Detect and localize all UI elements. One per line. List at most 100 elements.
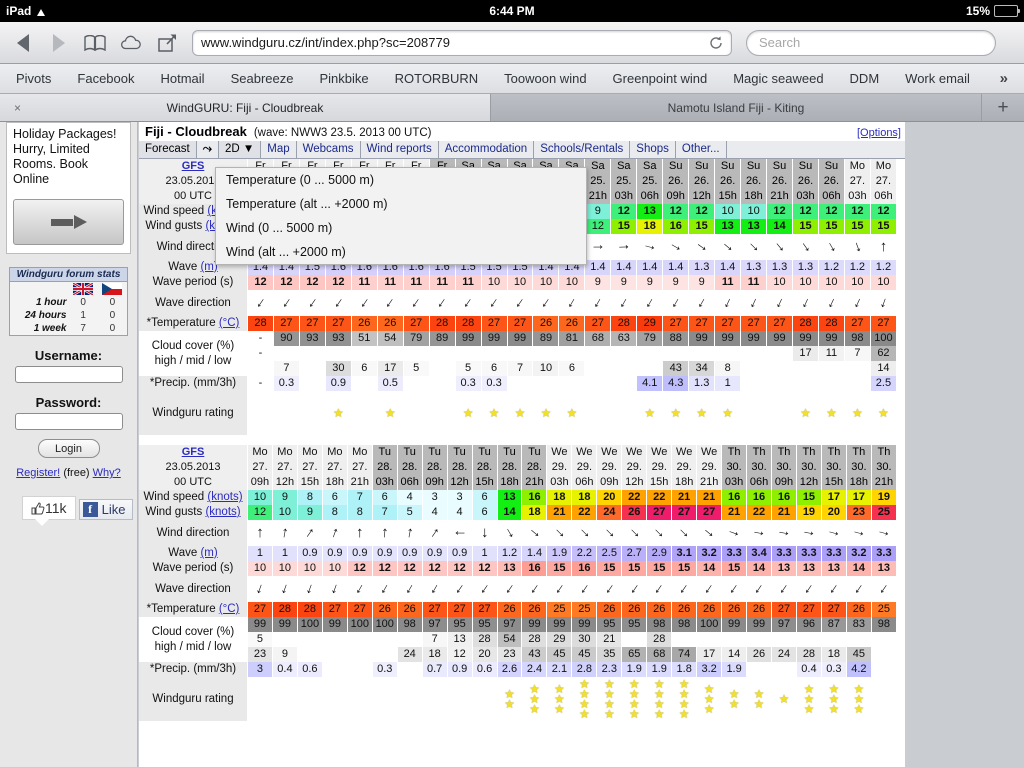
bookmark-seabreeze[interactable]: Seabreeze	[230, 71, 294, 86]
star-icon: ★	[628, 677, 640, 691]
address-bar[interactable]: www.windguru.cz/int/index.php?sc=208779	[192, 29, 732, 56]
battery-percent: 15%	[965, 4, 990, 18]
password-input[interactable]	[14, 413, 123, 430]
wind-direction-arrow-icon: ↑	[501, 580, 518, 599]
menu-item-temperature-0-5000[interactable]: Temperature (0 ... 5000 m)	[226, 173, 374, 187]
tab-other[interactable]: Other...	[676, 141, 727, 158]
reload-icon[interactable]	[709, 35, 723, 50]
wave-direction-cell: ↑	[646, 576, 673, 602]
temperature-cell: 28	[247, 316, 274, 331]
ad-cta-button[interactable]	[13, 199, 124, 245]
model-link[interactable]: GFS	[181, 446, 205, 458]
meters-link[interactable]: (m)	[200, 547, 218, 559]
facebook-like-button[interactable]: f Like	[78, 499, 134, 520]
2d-dropdown-menu[interactable]: Temperature (0 ... 5000 m) Temperature (…	[215, 167, 587, 265]
tab-wind-reports[interactable]: Wind reports	[361, 141, 439, 158]
wind-direction-arrow-icon: ↑	[750, 580, 767, 599]
wind-direction-arrow-icon: ↑	[800, 580, 817, 599]
bookmark-pinkbike[interactable]: Pinkbike	[319, 71, 369, 86]
bookmark-magic-seaweed[interactable]: Magic seaweed	[733, 71, 824, 86]
row-label: Wind gusts (knots)	[139, 505, 248, 520]
search-input[interactable]: Search	[746, 29, 996, 56]
tab-2d-dropdown[interactable]: 2D ▼	[218, 141, 262, 158]
bookmark-toowoon-wind[interactable]: Toowoon wind	[504, 71, 587, 86]
rating-cell: ★	[455, 391, 482, 435]
share-button[interactable]	[156, 32, 178, 54]
tab-shops[interactable]: Shops	[630, 141, 676, 158]
bookmark-ddm[interactable]: DDM	[849, 71, 880, 86]
temperature-cell: 27	[507, 316, 534, 331]
cloud-mid-cell: 28	[521, 632, 548, 647]
cloud-cover-label: Cloud cover (%) high / mid / low	[151, 625, 235, 653]
forum-stats-title: Windguru forum stats	[10, 268, 127, 282]
why-link[interactable]: Why?	[92, 467, 121, 479]
tab-windguru[interactable]: × WindGURU: Fiji - Cloudbreak	[0, 94, 491, 121]
precip-cell	[844, 376, 871, 391]
precip-cell	[322, 662, 348, 677]
wave-cell: 1	[247, 546, 273, 561]
star-icon: ★	[578, 677, 590, 691]
nav-tabs: Forecast ⤳ 2D ▼ Map Webcams Wind reports…	[139, 141, 905, 159]
tab-forecast[interactable]: Forecast	[139, 141, 197, 158]
rating-cell: ★	[325, 391, 352, 435]
arrow-right-icon	[50, 215, 87, 229]
temperature-cell: 26	[721, 602, 748, 617]
close-icon[interactable]: ×	[14, 100, 22, 115]
new-tab-button[interactable]: +	[982, 94, 1024, 121]
wind-speed-cell: 7	[347, 490, 373, 505]
username-input[interactable]	[14, 366, 123, 383]
menu-item-temperature-alt-2000[interactable]: Temperature (alt ... +2000 m)	[226, 197, 388, 211]
wind-direction-cell: ↑	[571, 520, 598, 546]
day-cell: Sa	[584, 159, 612, 174]
bookmarks-overflow-icon[interactable]: »	[999, 70, 1008, 87]
cloud-cover-label: Cloud cover (%) high / mid / low	[151, 339, 235, 367]
cloud-high-cell: 100	[696, 617, 723, 632]
cloud-low-cell: 45	[846, 647, 872, 662]
knots-link[interactable]: (knots)	[205, 506, 241, 518]
rating-stars: ★ ★ ★	[547, 683, 570, 715]
menu-item-wind-alt-2000[interactable]: Wind (alt ... +2000 m)	[226, 245, 346, 259]
bookmark-hotmail[interactable]: Hotmail	[160, 71, 205, 86]
wind-direction-arrow-icon: ↑	[256, 524, 264, 541]
bookmark-pivots[interactable]: Pivots	[16, 71, 52, 86]
chart-view-icon[interactable]: ⤳	[197, 141, 219, 158]
wind-direction-cell: ↑	[546, 520, 573, 546]
forward-button[interactable]	[48, 32, 70, 54]
tab-schools-rentals[interactable]: Schools/Rentals	[534, 141, 631, 158]
bookmark-rotorburn[interactable]: ROTORBURN	[394, 71, 479, 86]
wave-direction-row: Wave direction ↑ ↑ ↑ ↑ ↑ ↑ ↑ ↑ ↑ ↑ ↑ ↑ ↑ ↑ ↑ ↑ ↑ ↑ ↑ ↑ ↑ ↑ ↑ ↑ ↑ ↑	[139, 576, 898, 602]
meters-link[interactable]: (m)	[200, 261, 218, 273]
page-subtitle: (wave: NWW3 23.5. 2013 00 UTC)	[253, 127, 432, 139]
bookmark-greenpoint-wind[interactable]: Greenpoint wind	[612, 71, 708, 86]
table-row: 24 hours 1 0	[10, 309, 127, 322]
hour-cell: 12h	[621, 475, 648, 490]
precip-cell: 2.6	[497, 662, 523, 677]
cloud-high-cell: 99	[322, 617, 348, 632]
tab-map[interactable]: Map	[261, 141, 297, 158]
knots-link[interactable]: (knots)	[207, 491, 243, 503]
bookmark-facebook[interactable]: Facebook	[77, 71, 135, 86]
celsius-link[interactable]: (°C)	[218, 317, 240, 329]
icloud-tabs-button[interactable]	[120, 32, 142, 54]
tab-accommodation[interactable]: Accommodation	[439, 141, 535, 158]
menu-item-wind-0-5000[interactable]: Wind (0 ... 5000 m)	[226, 221, 333, 235]
wind-speed-cell: 12	[688, 204, 716, 219]
cloud-mid-row: - 17 11 7 62	[139, 346, 898, 361]
rating-cell	[273, 391, 300, 435]
celsius-link[interactable]: (°C)	[218, 603, 240, 615]
ad-banner[interactable]: Holiday Packages! Hurry, Limited Rooms. …	[6, 122, 131, 254]
login-button[interactable]: Login	[37, 439, 100, 458]
bookmarks-button[interactable]	[84, 32, 106, 54]
options-link[interactable]: [Options]	[856, 127, 901, 139]
day-cell: We	[546, 445, 573, 460]
date-cell: 27.	[844, 174, 871, 189]
bookmark-work-email[interactable]: Work email	[905, 71, 970, 86]
tab-namotu[interactable]: Namotu Island Fiji - Kiting	[491, 94, 982, 121]
wind-gusts-cell: 21	[546, 505, 573, 520]
star-icon: ★	[529, 682, 540, 696]
register-link[interactable]: Register!	[16, 467, 61, 479]
back-button[interactable]	[12, 32, 34, 54]
model-link[interactable]: GFS	[181, 160, 205, 172]
tab-webcams[interactable]: Webcams	[297, 141, 361, 158]
temperature-cell: 27	[325, 316, 352, 331]
